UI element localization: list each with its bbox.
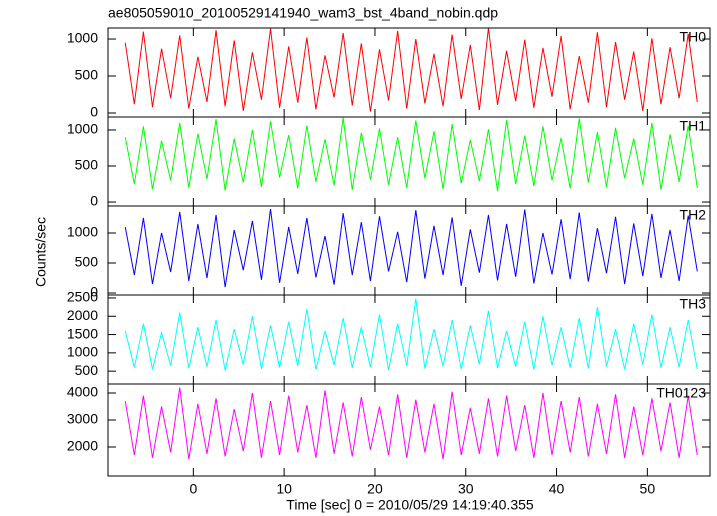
panel-frame [107, 116, 711, 207]
y-tick-label: 0 [90, 284, 98, 300]
y-tick-label: 500 [75, 67, 99, 83]
x-tick-label: 0 [189, 481, 197, 497]
y-tick-label: 1500 [67, 325, 98, 341]
panel-label: TH2 [680, 207, 707, 223]
light-curve [124, 298, 698, 371]
x-axis-label: Time [sec] 0 = 2010/05/29 14:19:40.355 [286, 497, 534, 513]
y-tick-label: 500 [75, 157, 99, 173]
chart-title: ae805059010_20100529141940_wam3_bst_4ban… [108, 5, 498, 21]
x-tick-label: 30 [458, 481, 474, 497]
y-tick-label: 500 [75, 362, 99, 378]
panel-frame [107, 383, 711, 477]
light-curve [124, 117, 698, 192]
y-tick-label: 2500 [67, 289, 98, 305]
y-tick-label: 500 [75, 254, 99, 270]
y-tick-label: 1000 [67, 30, 98, 46]
y-axis-label: Counts/sec [33, 217, 49, 287]
panel-label: TH3 [680, 296, 707, 312]
x-tick-label: 20 [367, 481, 383, 497]
y-tick-label: 0 [90, 193, 98, 209]
x-tick-label: 40 [549, 481, 565, 497]
x-tick-label: 10 [276, 481, 292, 497]
light-curve [124, 387, 698, 460]
x-tick-label: 50 [640, 481, 656, 497]
y-tick-label: 1000 [67, 121, 98, 137]
panel-label: TH1 [680, 118, 707, 134]
panel-label: TH0123 [656, 385, 706, 401]
light-curve [124, 208, 698, 288]
y-tick-label: 4000 [67, 384, 98, 400]
y-tick-label: 2000 [67, 438, 98, 454]
y-tick-label: 0 [90, 104, 98, 120]
panel-label: TH0 [680, 29, 707, 45]
panel-frame [107, 27, 711, 118]
y-tick-label: 2000 [67, 307, 98, 323]
y-tick-label: 3000 [67, 411, 98, 427]
y-tick-label: 1000 [67, 224, 98, 240]
panel-frame [107, 294, 711, 385]
light-curve [124, 27, 698, 112]
y-tick-label: 1000 [67, 344, 98, 360]
